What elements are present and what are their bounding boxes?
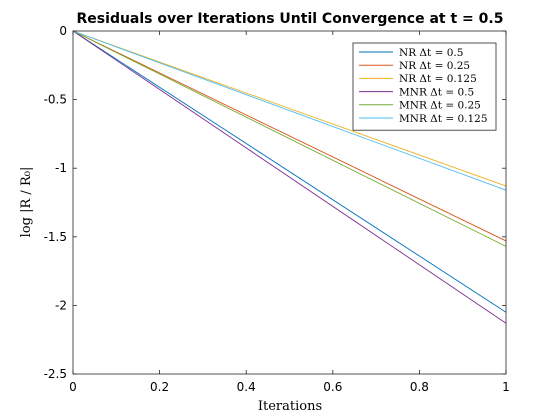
series-line-6 [72,30,507,191]
series-line-2 [72,30,507,242]
y-axis: 0 -0.5 -1 -1.5 -2 -2.5 [44,24,506,381]
x-tick-label: 0.6 [323,380,342,394]
x-axis-label: Iterations [258,399,322,414]
plot-frame [72,30,507,375]
y-tick-label: -2 [55,298,67,312]
x-tick-label: 0 [69,380,77,394]
legend-label: NR Δt = 0.125 [399,73,477,85]
legend-label: NR Δt = 0.25 [399,60,470,72]
series-lines [72,30,507,324]
y-tick-label: 0 [59,24,67,38]
legend-box [352,42,497,131]
series-line-1 [72,30,507,313]
x-tick-label: 0.2 [150,380,169,394]
chart-title: Residuals over Iterations Until Converge… [77,11,504,27]
legend-label: MNR Δt = 0.25 [399,100,481,112]
x-tick-label: 0.4 [237,380,256,394]
series-line-5 [72,30,507,247]
legend-label: MNR Δt = 0.125 [399,113,488,125]
y-tick-label: -1.5 [44,230,67,244]
x-tick-label: 1 [502,380,510,394]
y-tick-label: -1 [55,161,67,175]
legend-label: NR Δt = 0.5 [399,47,463,59]
x-tick-label: 0.8 [410,380,429,394]
series-line-4 [72,30,507,324]
svg-text:log |R / R₀|: log |R / R₀| [19,167,34,238]
series-line-3 [72,30,507,187]
y-tick-label: -2.5 [44,367,67,381]
y-tick-label: -0.5 [44,93,67,107]
legend-label: MNR Δt = 0.5 [399,86,474,98]
y-axis-label: log |R / R₀| [19,167,34,238]
